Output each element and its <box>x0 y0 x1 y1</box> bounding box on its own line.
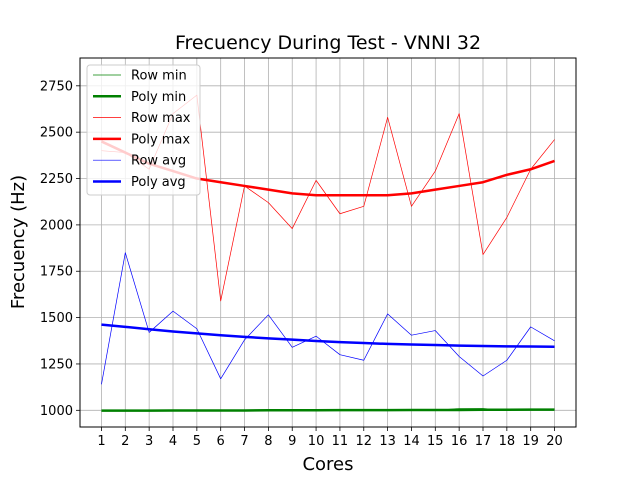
series-lines <box>100 94 555 412</box>
x-tick-label: 1 <box>97 434 105 449</box>
x-tick-label: 17 <box>475 434 492 449</box>
x-tick-label: 10 <box>308 434 325 449</box>
x-tick-label: 3 <box>145 434 153 449</box>
legend-label: Row min <box>131 69 187 84</box>
x-axis-ticks: 1 2 3 4 5 6 7 8 9 10 11 12 13 14 15 16 17 18 19 20 <box>97 427 563 449</box>
x-tick-label: 6 <box>217 434 225 449</box>
x-tick-label: 7 <box>240 434 248 449</box>
x-tick-label: 19 <box>522 434 539 449</box>
y-axis-ticks: 1000 1250 1500 1750 2000 2250 2500 2750 <box>40 79 80 419</box>
x-tick-label: 4 <box>169 434 177 449</box>
x-tick-label: 18 <box>499 434 516 449</box>
x-tick-label: 12 <box>355 434 372 449</box>
plot-frame <box>79 57 577 428</box>
series-line-poly-avg <box>101 323 555 348</box>
x-tick-label: 13 <box>379 434 396 449</box>
y-tick-label: 2000 <box>40 218 73 233</box>
y-tick-label: 1000 <box>40 404 73 419</box>
x-tick-label: 11 <box>332 434 349 449</box>
y-axis-label: Frecuency (Hz) <box>8 175 29 309</box>
y-tick-label: 2500 <box>40 126 73 141</box>
x-axis-label: Cores <box>302 454 353 475</box>
y-tick-label: 1500 <box>40 311 73 326</box>
x-tick-label: 8 <box>264 434 272 449</box>
series-line-row-avg <box>101 252 555 385</box>
x-tick-label: 15 <box>427 434 444 449</box>
x-tick-label: 9 <box>288 434 296 449</box>
y-tick-label: 1750 <box>40 265 73 280</box>
x-tick-label: 20 <box>546 434 563 449</box>
y-tick-label: 2750 <box>40 79 73 94</box>
chart-title: Frecuency During Test - VNNI 32 <box>175 32 481 54</box>
legend-label: Row max <box>131 111 191 126</box>
legend: Row min Poly min Row max Poly max Row avg Pol… <box>86 64 201 196</box>
legend-label: Row avg <box>131 154 186 169</box>
x-tick-label: 2 <box>121 434 129 449</box>
y-tick-label: 1250 <box>40 357 73 372</box>
legend-label: Poly avg <box>131 175 186 190</box>
y-tick-label: 2250 <box>40 172 73 187</box>
legend-label: Poly max <box>131 132 190 147</box>
legend-label: Poly min <box>131 90 186 105</box>
x-tick-label: 5 <box>193 434 201 449</box>
x-tick-label: 16 <box>451 434 468 449</box>
series-line-poly-min <box>101 408 555 412</box>
x-tick-label: 14 <box>403 434 420 449</box>
